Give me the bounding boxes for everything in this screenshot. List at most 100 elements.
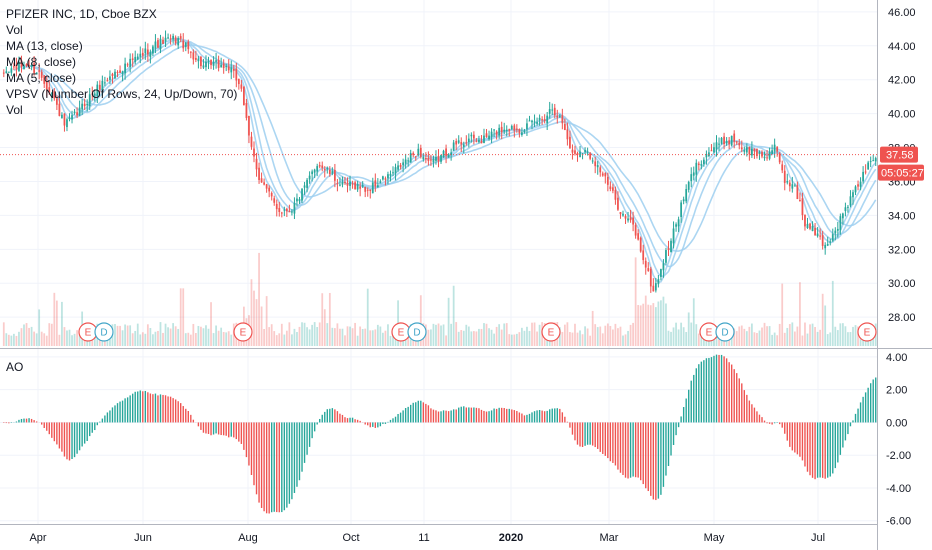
candle-body xyxy=(720,137,723,144)
volume-bar xyxy=(563,324,566,346)
candle-body xyxy=(96,84,99,96)
volume-bar xyxy=(157,330,159,346)
candle-body xyxy=(263,182,265,185)
candle-body xyxy=(460,142,463,145)
candle-body xyxy=(159,38,162,50)
candle-body xyxy=(490,131,493,137)
volume-bar xyxy=(200,326,202,346)
candle-body xyxy=(98,84,101,90)
candle-body xyxy=(869,161,872,163)
volume-bar xyxy=(647,304,650,346)
volume-bar xyxy=(538,324,541,346)
legend-ma5[interactable]: MA (5, close) xyxy=(6,71,77,85)
candle-body xyxy=(806,223,809,229)
volume-bar xyxy=(136,323,139,346)
candle-body xyxy=(864,171,867,173)
candle-body xyxy=(109,76,111,80)
candle-body xyxy=(318,165,321,167)
volume-bar xyxy=(177,328,180,346)
volume-bar xyxy=(15,335,18,346)
candle-body xyxy=(321,165,324,168)
volume-bar xyxy=(685,332,688,346)
legend-vol[interactable]: Vol xyxy=(6,23,23,37)
candle-body xyxy=(738,143,741,146)
volume-bar xyxy=(799,282,801,346)
volume-bar xyxy=(667,330,670,346)
candle-body xyxy=(579,151,581,158)
volume-bar xyxy=(114,324,116,346)
candle-body xyxy=(106,80,109,82)
event-marker-label: E xyxy=(240,328,247,339)
candle-body xyxy=(475,140,478,142)
candle-body xyxy=(867,162,870,170)
volume-bar xyxy=(129,325,132,346)
candle-body xyxy=(690,174,693,182)
candle-body xyxy=(687,181,690,190)
candle-body xyxy=(470,134,473,137)
candle-body xyxy=(606,176,609,185)
legend-ma13[interactable]: MA (13, close) xyxy=(6,39,83,53)
candle-body xyxy=(435,157,437,161)
volume-bar xyxy=(604,325,607,346)
candle-body xyxy=(447,154,450,158)
candle-body xyxy=(419,147,422,157)
candle-body xyxy=(33,63,36,73)
volume-bar xyxy=(627,330,629,346)
candle-body xyxy=(104,82,106,84)
ao-histogram xyxy=(3,354,877,514)
volume-bar xyxy=(579,330,581,346)
candle-body xyxy=(513,125,516,131)
volume-bar xyxy=(359,326,362,346)
earnings-marker xyxy=(857,322,877,342)
volume-bar xyxy=(804,322,806,346)
volume-bar xyxy=(662,296,665,346)
volume-bar xyxy=(253,290,255,346)
volume-bar xyxy=(217,330,220,346)
volume-bar xyxy=(197,325,200,346)
volume-bar xyxy=(460,330,463,346)
candle-body xyxy=(15,64,18,70)
volume-bar xyxy=(495,326,498,346)
volume-bar xyxy=(778,323,781,346)
volume-bar xyxy=(589,335,592,346)
candle-body xyxy=(735,141,738,143)
volume-bar xyxy=(13,333,15,346)
legend-ma8[interactable]: MA (8, close) xyxy=(6,55,77,69)
candle-body xyxy=(149,51,152,57)
earnings-marker xyxy=(233,322,253,342)
y-tick-label: 28.00 xyxy=(888,312,916,324)
volume-bar xyxy=(427,329,430,346)
volume-bar xyxy=(751,323,753,346)
volume-bar xyxy=(316,327,319,346)
candle-body xyxy=(336,183,339,185)
volume-bar xyxy=(475,331,478,346)
volume-bar xyxy=(283,334,286,346)
ao-label[interactable]: AO xyxy=(6,360,24,374)
legend-vpsv[interactable]: VPSV (Number Of Rows, 24, Up/Down, 70) xyxy=(6,87,238,101)
candle-body xyxy=(68,117,71,119)
legend-title[interactable]: PFIZER INC, 1D, Cboe BZX xyxy=(6,7,157,21)
candle-body xyxy=(409,153,412,163)
event-marker-label: E xyxy=(864,328,871,339)
volume-bar xyxy=(371,330,374,346)
candle-body xyxy=(546,115,549,124)
y-tick-label: 34.00 xyxy=(888,210,916,222)
volume-bar xyxy=(806,333,809,346)
candle-body xyxy=(280,212,283,214)
candle-body xyxy=(354,182,356,190)
candle-body xyxy=(445,148,447,156)
candle-body xyxy=(670,240,672,252)
candle-body xyxy=(61,114,63,118)
candle-body xyxy=(379,181,382,184)
candle-body xyxy=(243,86,245,106)
candle-body xyxy=(680,202,683,217)
volume-bar xyxy=(109,335,111,346)
candle-body xyxy=(222,63,225,69)
candle-body xyxy=(553,107,556,116)
volume-bar xyxy=(766,326,768,346)
legend-vol2[interactable]: Vol xyxy=(6,103,23,117)
candle-body xyxy=(518,129,521,134)
volume-bar xyxy=(791,322,794,346)
volume-bar xyxy=(73,333,76,346)
candle-body xyxy=(265,184,268,189)
